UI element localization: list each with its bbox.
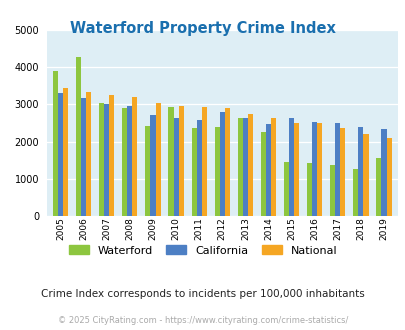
Bar [339, 128, 345, 216]
Bar [155, 103, 160, 216]
Bar [109, 95, 114, 216]
Bar [99, 103, 104, 216]
Bar [293, 122, 298, 216]
Bar [260, 131, 265, 216]
Bar [168, 107, 173, 216]
Bar [381, 129, 386, 216]
Text: Crime Index corresponds to incidents per 100,000 inhabitants: Crime Index corresponds to incidents per… [41, 289, 364, 299]
Bar [329, 165, 335, 216]
Bar [247, 114, 252, 216]
Bar [86, 92, 91, 216]
Bar [145, 126, 150, 216]
Bar [53, 71, 58, 216]
Bar [196, 119, 201, 216]
Bar [316, 123, 322, 216]
Bar [271, 118, 275, 216]
Bar [201, 107, 206, 216]
Bar [173, 118, 178, 216]
Bar [150, 115, 155, 216]
Bar [362, 134, 368, 216]
Bar [122, 108, 127, 216]
Bar [335, 123, 339, 216]
Bar [358, 127, 362, 216]
Bar [81, 98, 86, 216]
Legend: Waterford, California, National: Waterford, California, National [64, 241, 341, 260]
Bar [219, 112, 224, 216]
Bar [132, 97, 137, 216]
Text: © 2025 CityRating.com - https://www.cityrating.com/crime-statistics/: © 2025 CityRating.com - https://www.city… [58, 316, 347, 325]
Text: Waterford Property Crime Index: Waterford Property Crime Index [70, 21, 335, 36]
Bar [58, 93, 63, 216]
Bar [283, 162, 288, 216]
Bar [178, 106, 183, 216]
Bar [386, 138, 391, 216]
Bar [127, 106, 132, 216]
Bar [191, 128, 196, 216]
Bar [63, 88, 68, 216]
Bar [76, 57, 81, 216]
Bar [214, 127, 219, 216]
Bar [288, 118, 293, 216]
Bar [224, 108, 229, 216]
Bar [306, 163, 311, 216]
Bar [311, 122, 316, 216]
Bar [375, 158, 381, 216]
Bar [352, 169, 358, 216]
Bar [242, 118, 247, 216]
Bar [265, 124, 271, 216]
Bar [104, 104, 109, 216]
Bar [237, 118, 242, 216]
